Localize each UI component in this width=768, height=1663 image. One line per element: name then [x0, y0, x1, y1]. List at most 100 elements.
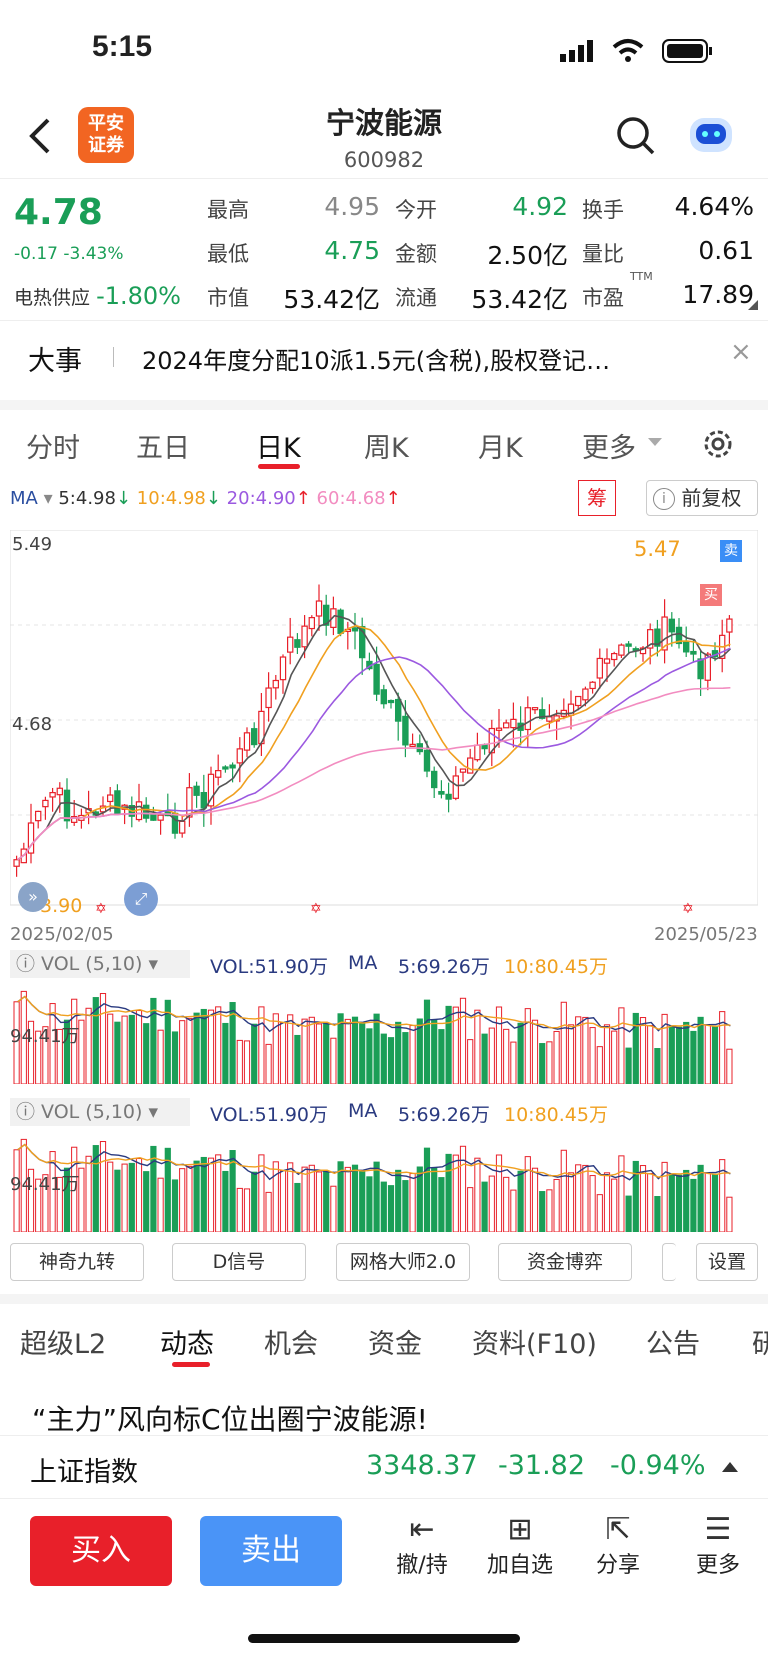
volume-header-2[interactable]: ⓘ VOL (5,10) ▾ VOL:51.90万 MA 5:69.26万 10… — [10, 1098, 758, 1128]
candle-body — [690, 650, 697, 655]
withdraw-label: 撤/持 — [396, 1553, 448, 1578]
subtab-funds[interactable]: 资金 — [368, 1329, 422, 1360]
tab-more[interactable]: 更多 — [582, 433, 636, 464]
subtab-opportunity[interactable]: 机会 — [264, 1329, 318, 1360]
volume-bar — [481, 1033, 488, 1084]
volume-bar — [42, 1174, 49, 1232]
headline[interactable]: “主力”风向标C位出圈宁波能源! — [32, 1403, 428, 1432]
volume-bar — [171, 1031, 179, 1084]
candle-body — [531, 707, 539, 711]
candle-body — [495, 727, 503, 731]
volume-bar — [575, 1164, 582, 1232]
candle-body — [157, 814, 164, 821]
volume-indicator-select[interactable]: ⓘ VOL (5,10) ▾ — [10, 1098, 190, 1126]
chip-button[interactable]: 筹 — [578, 480, 616, 516]
ma-legend[interactable]: MA ▾ 5:4.98↓ 10:4.98↓ 20:4.90↑ 60:4.68↑ — [10, 488, 401, 509]
candle-body — [150, 814, 157, 821]
candle-body — [603, 658, 611, 664]
sell-signal-badge[interactable]: 卖 — [720, 540, 742, 562]
volume-ma-line — [17, 1143, 731, 1181]
tab-monthly-k[interactable]: 月K — [478, 433, 523, 464]
search-icon[interactable] — [616, 116, 656, 160]
index-bar[interactable]: 上证指数 3348.37 -31.82 -0.94% — [0, 1435, 768, 1499]
volume-bar — [164, 999, 171, 1084]
adjust-button[interactable]: i 前复权 — [646, 480, 758, 516]
buy-button[interactable]: 买入 — [30, 1516, 172, 1586]
volume-bar — [632, 1012, 639, 1084]
expand-arrows-icon[interactable]: » — [18, 882, 48, 912]
sell-button[interactable]: 卖出 — [200, 1516, 342, 1586]
volume-bar — [517, 1170, 524, 1232]
volume-bar — [265, 1043, 272, 1084]
subtab-l2[interactable]: 超级L2 — [20, 1329, 107, 1360]
volume-bar — [567, 1172, 575, 1232]
candle-body — [488, 727, 496, 754]
volume-bar — [395, 1021, 402, 1084]
robot-assistant-icon[interactable] — [686, 112, 736, 160]
subtab-partial[interactable]: 研 — [752, 1329, 768, 1360]
close-icon[interactable]: × — [730, 337, 752, 367]
subtab-profile[interactable]: 资料(F10) — [472, 1329, 597, 1360]
volume-bar — [517, 1022, 524, 1084]
volume-bar — [222, 1022, 229, 1084]
volume-bar — [85, 1155, 92, 1232]
settings-gear-icon[interactable] — [700, 426, 736, 466]
volume-bar — [157, 1029, 164, 1084]
tab-intraday[interactable]: 分时 — [26, 433, 80, 464]
add-watchlist-tool[interactable]: ⊞ 加自选 — [480, 1512, 560, 1579]
settings-button[interactable]: 设置 — [696, 1243, 758, 1281]
volume-bar — [495, 1154, 503, 1232]
volume-bar — [402, 1032, 409, 1084]
volume-bar — [243, 1040, 251, 1084]
d-signal-button[interactable]: D信号 — [172, 1243, 306, 1281]
info-icon: i — [653, 488, 675, 510]
vol-level-label: 94.41万 — [10, 1026, 80, 1047]
volume-bar — [279, 1170, 287, 1232]
volume-bar — [215, 1006, 222, 1084]
tab-five-day[interactable]: 五日 — [136, 433, 190, 464]
volume-bar — [596, 1046, 603, 1084]
sector-change[interactable]: 电热供应 -1.80% — [14, 282, 181, 310]
divider — [113, 347, 114, 367]
candle-body — [301, 625, 308, 648]
volume-header-1[interactable]: ⓘ VOL (5,10) ▾ VOL:51.90万 MA 5:69.26万 10… — [10, 950, 758, 980]
volume-bar — [697, 1016, 704, 1084]
withdraw-tool[interactable]: ⇤ 撤/持 — [382, 1512, 462, 1579]
nine-turn-button[interactable]: 神奇九转 — [10, 1243, 144, 1281]
subtab-news[interactable]: 动态 — [160, 1329, 214, 1360]
tab-daily-k[interactable]: 日K — [256, 433, 301, 464]
volume-bar — [78, 1167, 85, 1232]
back-icon[interactable] — [26, 116, 56, 160]
volume-bar — [207, 1157, 215, 1232]
candle-body — [682, 641, 690, 653]
volume-bar — [27, 1168, 35, 1232]
volume-bar — [668, 1025, 675, 1084]
buy-signal-badge[interactable]: 买 — [700, 584, 722, 606]
fullscreen-icon[interactable]: ⤢ — [124, 882, 158, 916]
volume-bar — [56, 1176, 63, 1232]
grid-master-button[interactable]: 网格大师2.0 — [336, 1243, 470, 1281]
news-tag: 大事 — [28, 346, 82, 377]
candle-body — [207, 773, 215, 807]
candle-body — [42, 799, 49, 808]
fund-game-button[interactable]: 资金博弈 — [498, 1243, 632, 1281]
more-tool[interactable]: ☰ 更多 — [678, 1512, 758, 1579]
expand-corner-icon[interactable] — [748, 300, 758, 310]
candlestick-chart[interactable]: ✡ ✡ ✡ — [10, 530, 758, 918]
volume-ma-line — [17, 1143, 731, 1178]
volume-bar — [683, 1169, 690, 1232]
partial-button[interactable] — [662, 1243, 676, 1281]
tab-weekly-k[interactable]: 周K — [364, 433, 409, 464]
subtab-announcements[interactable]: 公告 — [646, 1329, 700, 1360]
share-tool[interactable]: ⇱ 分享 — [578, 1512, 658, 1579]
end-date-label: 2025/05/23 — [654, 924, 758, 945]
volume-indicator-select[interactable]: ⓘ VOL (5,10) ▾ — [10, 950, 190, 978]
stat-label: 换手 — [582, 198, 624, 222]
volume-bar — [531, 1019, 539, 1084]
candle-body — [308, 617, 316, 630]
volume-bar — [683, 1021, 690, 1084]
chart-frame — [10, 530, 758, 906]
ma-line — [17, 686, 731, 861]
volume-bar — [78, 1019, 85, 1084]
news-bar[interactable]: 大事 2024年度分配10派1.5元(含税),股权登记… × — [0, 320, 768, 386]
